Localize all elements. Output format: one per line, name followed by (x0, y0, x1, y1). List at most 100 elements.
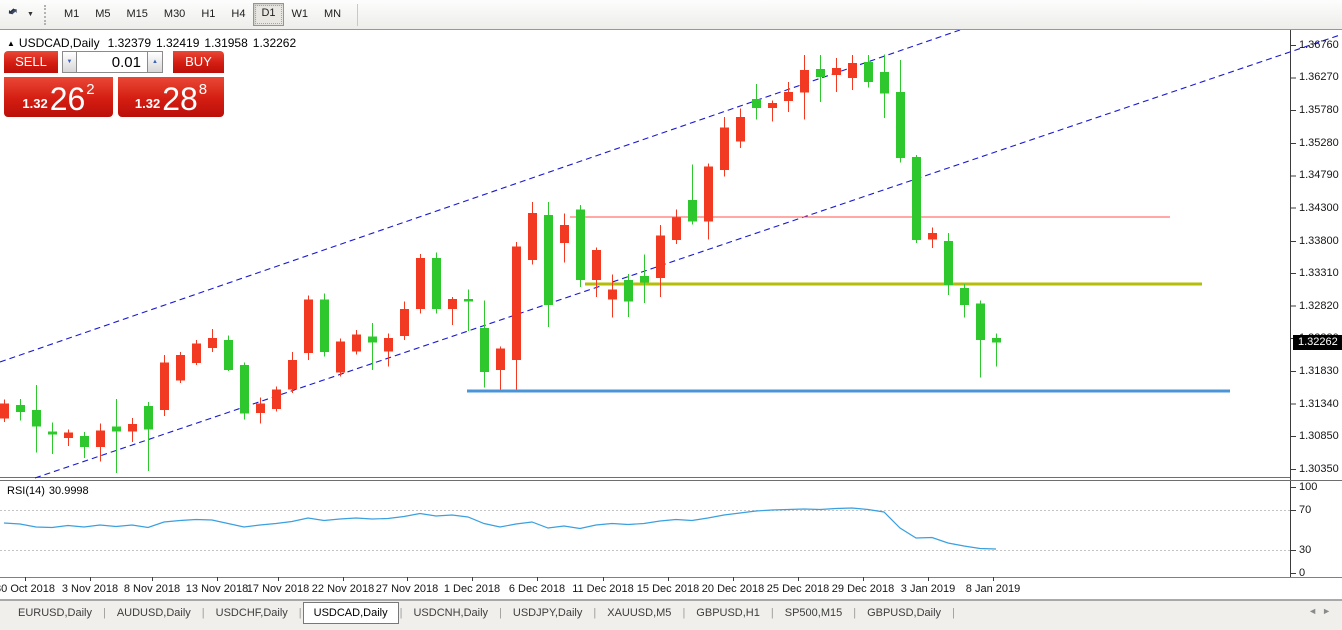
candle-body (400, 308, 409, 337)
candle-body (976, 303, 985, 341)
chart-tab-audusd-daily[interactable]: AUDUSD,Daily (116, 606, 191, 619)
candle-body (640, 275, 649, 283)
timeframe-button-m1[interactable]: M1 (63, 8, 80, 20)
one-click-trading-panel: SELL ▼ ▲ BUY 1.32 26 2 1.32 28 8 (4, 51, 224, 117)
tab-separator: | (853, 606, 857, 619)
timeframe-buttons: M1 M5 M15 M30 H1 H4 D1 W1 MN (56, 3, 349, 26)
sell-price-display[interactable]: 1.32 26 2 (4, 77, 113, 117)
candle-body (848, 62, 857, 79)
buy-price-display[interactable]: 1.32 28 8 (118, 77, 224, 117)
ohlc-low: 1.31958 (204, 36, 248, 50)
chart-tab-usdcad-daily[interactable]: USDCAD,Daily (302, 601, 399, 624)
timeframe-button-d1[interactable]: D1 (253, 3, 284, 26)
sell-button[interactable]: SELL (4, 51, 58, 73)
tab-scroll-right-icon[interactable]: ► (1322, 606, 1336, 616)
candle-body (912, 156, 921, 241)
date-axis-label: 29 Dec 2018 (831, 583, 895, 595)
candle-body (592, 250, 601, 280)
rsi-axis-label: 100 (1299, 481, 1318, 493)
candle-body (32, 410, 41, 427)
candle-body (560, 224, 569, 243)
chart-tab-eurusd-daily[interactable]: EURUSD,Daily (18, 606, 92, 619)
candle-body (256, 403, 265, 413)
candle-body (704, 166, 713, 222)
chart-tab-usdjpy-daily[interactable]: USDJPY,Daily (512, 606, 583, 619)
price-axis-label: 1.32820 (1299, 299, 1339, 312)
candle-body (768, 103, 777, 108)
chart-tab-xauusd-m5[interactable]: XAUUSD,M5 (607, 606, 672, 619)
buy-button[interactable]: BUY (173, 51, 224, 73)
date-axis-label: 3 Jan 2019 (900, 583, 956, 595)
rsi-axis-label: 70 (1299, 504, 1312, 516)
rsi-value: 30.9998 (48, 485, 89, 497)
candle-body (288, 359, 297, 390)
chart-tab-gbpusd-h1[interactable]: GBPUSD,H1 (696, 606, 760, 619)
date-axis-label: 8 Jan 2019 (965, 583, 1021, 595)
candle-body (784, 91, 793, 102)
tab-separator: | (952, 606, 955, 619)
date-axis-label: 8 Nov 2018 (123, 583, 181, 595)
volume-decrease-button[interactable]: ▼ (62, 51, 77, 73)
chart-tab-gbpusd-daily[interactable]: GBPUSD,Daily (867, 606, 942, 619)
chart-tab-usdcnh-daily[interactable]: USDCNH,Daily (413, 606, 489, 619)
candle-body (176, 355, 185, 381)
candle-body (240, 365, 249, 414)
rsi-name: RSI(14) (7, 485, 45, 497)
tab-scroll-left-icon[interactable]: ◄ (1308, 606, 1323, 616)
date-axis-label: 1 Dec 2018 (443, 583, 501, 595)
price-axis-label: 1.30350 (1299, 463, 1339, 475)
price-axis-label: 1.36270 (1299, 71, 1339, 84)
tab-separator: | (770, 606, 774, 619)
chart-tab-sp500-m15[interactable]: SP500,M15 (784, 606, 843, 619)
candle-body (128, 424, 137, 432)
candle-body (272, 389, 281, 409)
date-axis-label: 15 Dec 2018 (636, 583, 700, 595)
price-axis-label: 1.31830 (1299, 365, 1339, 378)
tab-separator: | (201, 606, 205, 619)
price-axis-label: 1.35280 (1299, 136, 1339, 149)
candle-body (416, 257, 425, 309)
timeframe-button-m15[interactable]: M15 (126, 8, 148, 20)
candle-body (624, 279, 633, 302)
volume-increase-button[interactable]: ▲ (148, 51, 163, 73)
arrows-tool-button[interactable]: ▼ (0, 4, 40, 25)
buy-price-big: 28 (162, 81, 198, 117)
volume-input[interactable] (77, 51, 148, 73)
timeframe-button-h1[interactable]: H1 (201, 8, 216, 20)
tab-separator: | (499, 606, 502, 619)
candle-body (864, 62, 873, 83)
current-price-tag: 1.32262 (1293, 335, 1342, 351)
timeframe-button-h4[interactable]: H4 (231, 8, 246, 20)
candle-body (656, 235, 665, 278)
date-axis-label: 20 Dec 2018 (701, 583, 765, 595)
candle-body (304, 299, 313, 354)
candle-body (928, 232, 937, 240)
candle-body (64, 432, 73, 438)
candle-body (800, 70, 809, 93)
caret-down-icon: ▼ (27, 11, 34, 18)
timeframe-button-w1[interactable]: W1 (291, 8, 309, 20)
timeframe-button-mn[interactable]: MN (324, 8, 342, 20)
timeframe-button-m5[interactable]: M5 (95, 8, 111, 20)
candle-body (48, 431, 57, 435)
date-axis-label: 30 Oct 2018 (0, 583, 55, 595)
candle-body (512, 246, 521, 360)
collapse-panel-icon[interactable]: ▲ (7, 39, 15, 48)
candle-body (944, 240, 953, 286)
date-axis-label: 11 Dec 2018 (572, 583, 634, 595)
candle-body (608, 289, 617, 300)
candle-body (752, 99, 761, 108)
candle-body (688, 199, 697, 222)
timeframe-button-m30[interactable]: M30 (163, 8, 186, 20)
tab-separator: | (399, 606, 403, 619)
candle-body (672, 217, 681, 241)
candle-body (480, 328, 489, 372)
date-axis-label: 6 Dec 2018 (508, 583, 566, 595)
chart-arrows-icon (6, 4, 22, 25)
price-axis-label: 1.30850 (1299, 429, 1339, 442)
toolbar-grip[interactable] (43, 4, 50, 25)
candle-body (368, 336, 377, 343)
rsi-axis-label: 30 (1299, 544, 1312, 556)
chart-tab-usdchf-daily[interactable]: USDCHF,Daily (215, 606, 288, 619)
